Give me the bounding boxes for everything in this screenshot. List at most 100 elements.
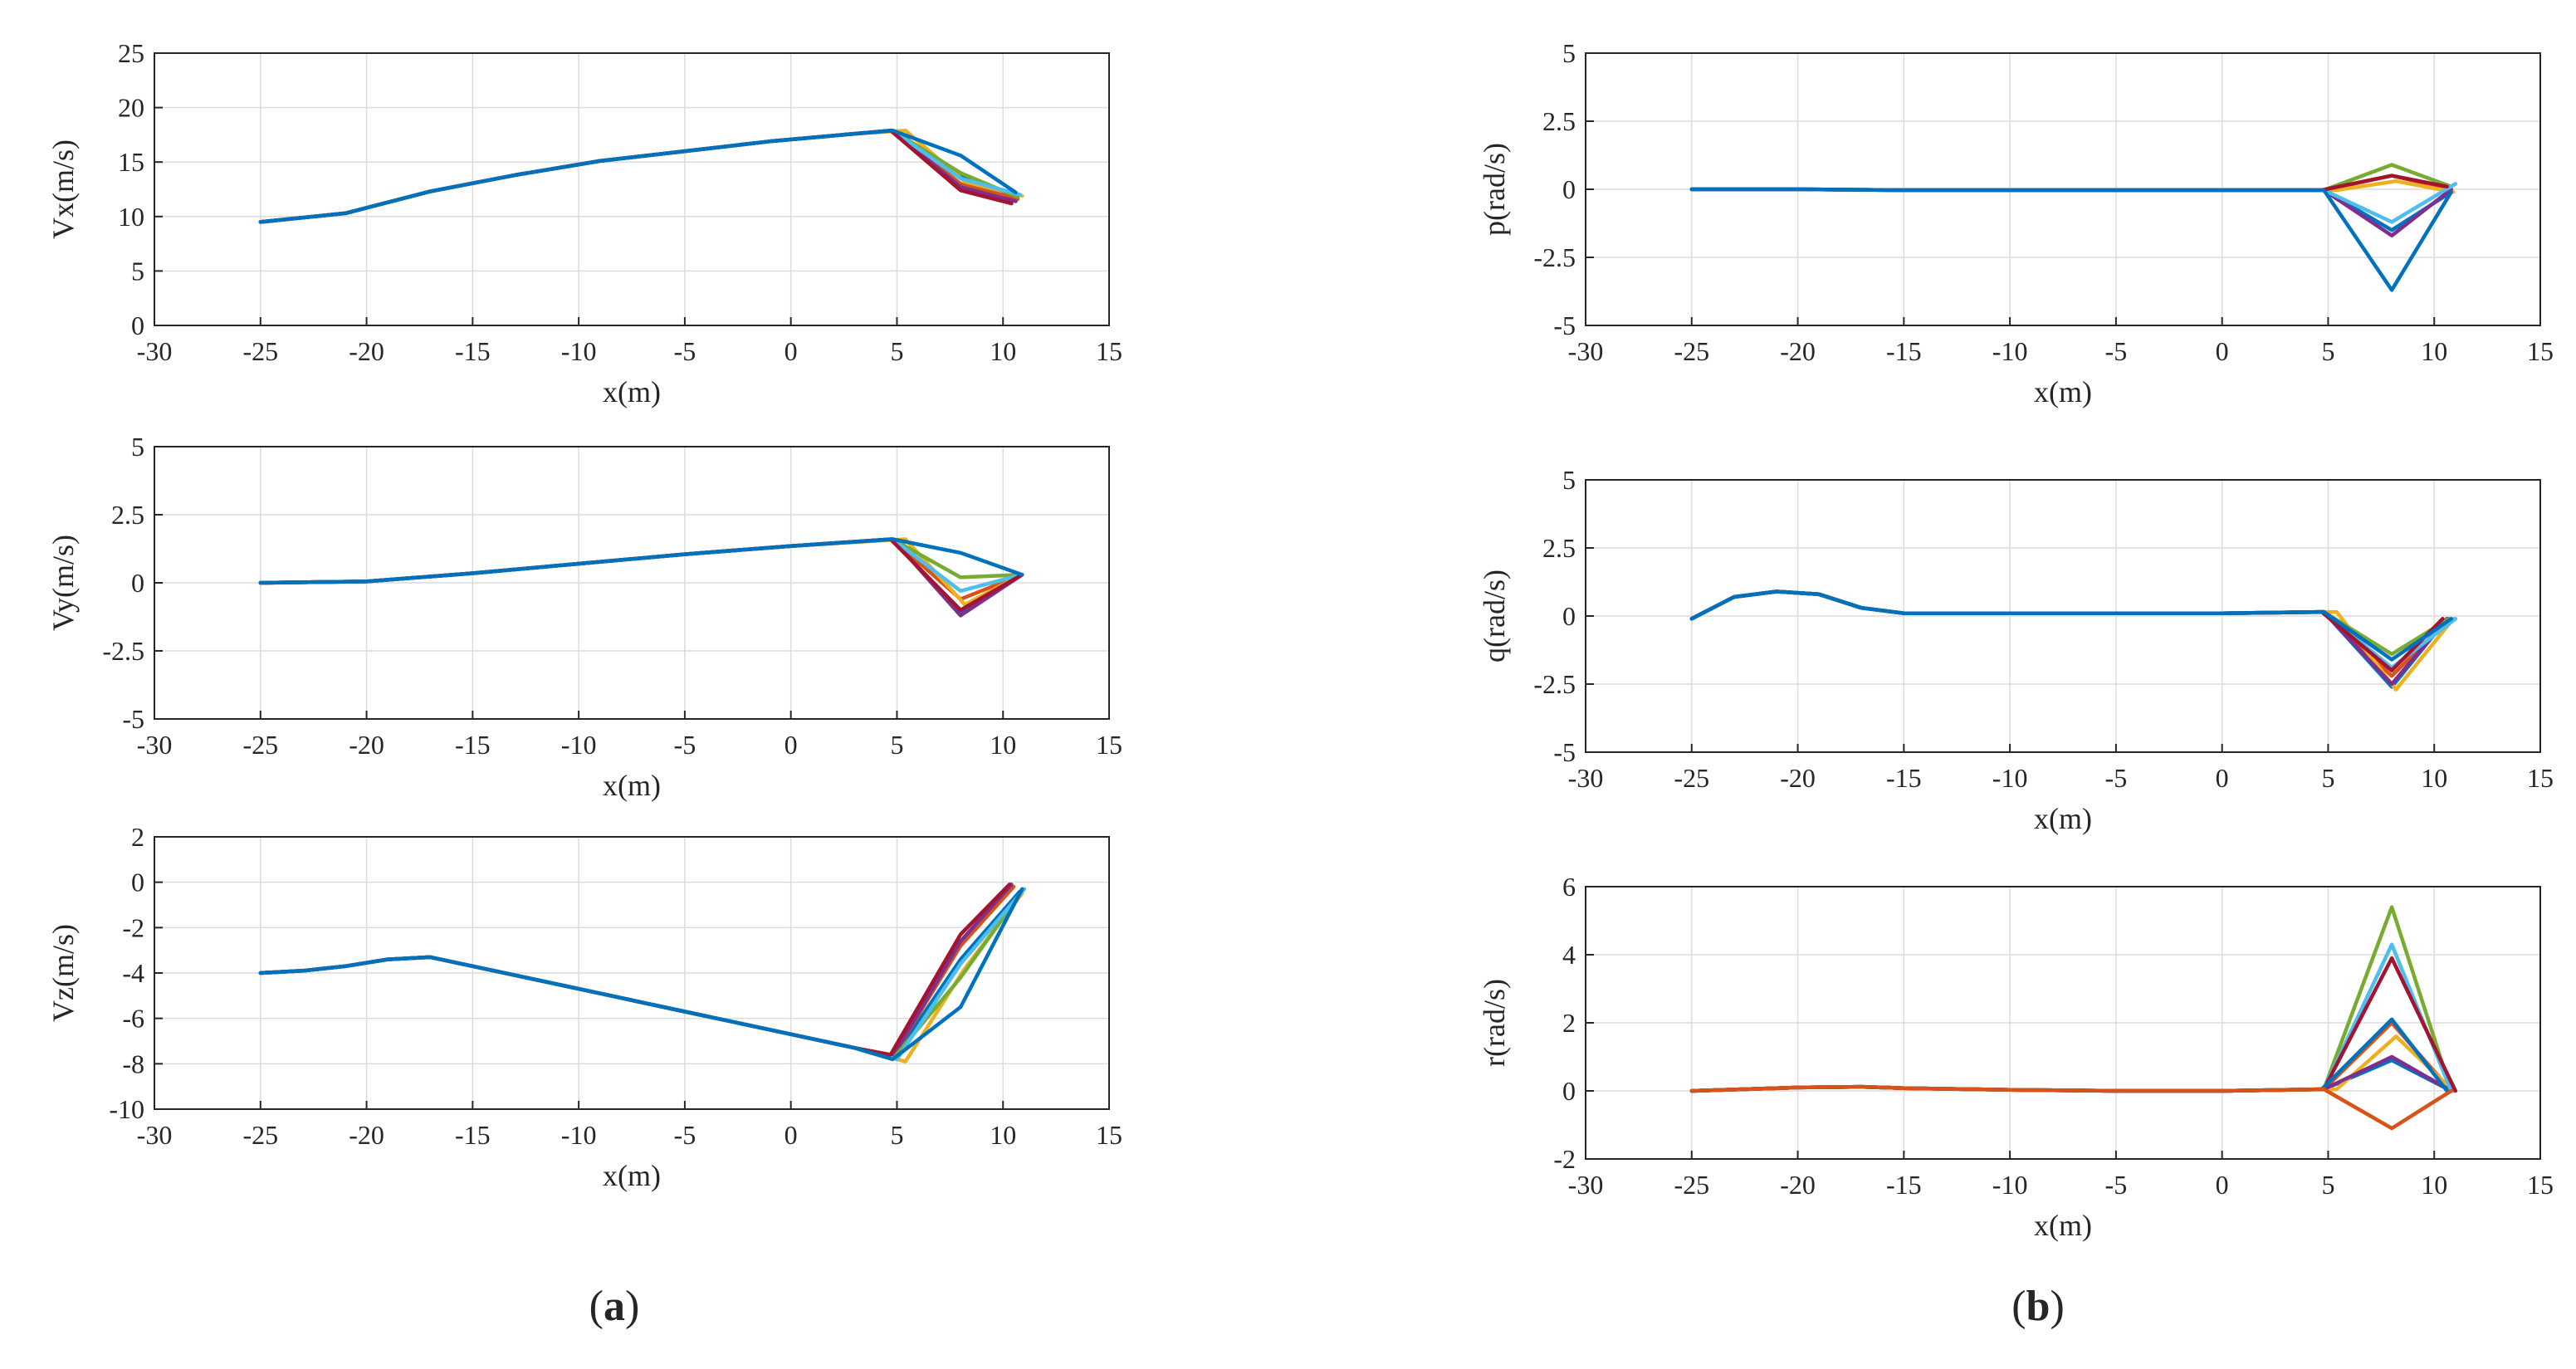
x-tick-label: -25 [1674, 1170, 1709, 1200]
x-tick-label: 0 [785, 336, 798, 366]
x-tick-label: -10 [561, 1120, 597, 1150]
x-tick-label: 10 [2421, 763, 2447, 793]
x-tick-label: -5 [674, 1120, 697, 1150]
x-tick-label: -30 [137, 336, 173, 366]
y-tick-label: 4 [1562, 940, 1576, 970]
y-tick-label: 2 [131, 822, 144, 852]
y-tick-label: 10 [118, 202, 144, 232]
x-tick-label: -20 [349, 1120, 384, 1150]
x-tick-label: -30 [1568, 336, 1604, 366]
x-tick-label: -20 [1780, 763, 1816, 793]
x-tick-label: 5 [890, 336, 903, 366]
x-tick-label: 0 [2216, 763, 2229, 793]
x-tick-label: 15 [2527, 763, 2554, 793]
x-tick-label: 5 [890, 1120, 903, 1150]
x-tick-label: 0 [785, 730, 798, 760]
y-axis-label: Vz(m/s) [46, 924, 80, 1022]
y-tick-label: -10 [109, 1094, 144, 1124]
y-axis-label: Vx(m/s) [46, 139, 80, 239]
x-axis-label: x(m) [603, 1159, 661, 1192]
x-tick-label: 10 [990, 336, 1016, 366]
x-tick-label: -15 [1886, 1170, 1922, 1200]
y-tick-label: 5 [1562, 465, 1576, 495]
y-tick-label: -8 [122, 1049, 144, 1078]
chart-5: -30 -25 -20 -15 -10 -5 0 5 10 15 -5 -2.5 0 2.5 5 x(m) q(… [1478, 465, 2554, 835]
x-tick-label: 15 [1096, 1120, 1122, 1150]
x-tick-label: -15 [455, 336, 491, 366]
y-tick-label: 15 [118, 147, 144, 177]
x-tick-label: -30 [1568, 1170, 1604, 1200]
x-tick-label: -10 [561, 336, 597, 366]
series-line-8 [258, 128, 1018, 224]
y-tick-label: 0 [131, 310, 144, 340]
x-tick-label: 10 [2421, 336, 2447, 366]
x-tick-label: 10 [990, 730, 1016, 760]
series-line-8 [1689, 187, 2453, 292]
x-axis-label: x(m) [2034, 1209, 2092, 1242]
x-tick-label: -25 [242, 1120, 278, 1150]
x-axis-label: x(m) [2034, 802, 2092, 835]
x-tick-label: 0 [2216, 336, 2229, 366]
x-tick-label: -15 [455, 1120, 491, 1150]
charts-layer: -30 -25 -20 -15 -10 -5 0 5 10 150510152025x(m)Vx(… [46, 38, 2554, 1242]
series-line-8 [1689, 589, 2453, 662]
x-axis-label: x(m) [603, 375, 661, 408]
y-tick-label: -2.5 [102, 636, 144, 666]
y-tick-label: 5 [1562, 38, 1576, 68]
x-tick-label: -30 [137, 730, 173, 760]
x-tick-label: 10 [990, 1120, 1016, 1150]
panel-label-a: (a) [589, 1283, 640, 1330]
series-line-9 [1689, 1084, 2453, 1131]
x-tick-label: -5 [674, 730, 697, 760]
x-tick-label: -25 [1674, 336, 1709, 366]
x-tick-label: 5 [2321, 1170, 2334, 1200]
y-tick-label: -2 [1553, 1144, 1576, 1174]
x-tick-label: -25 [242, 730, 278, 760]
axes-frame [154, 52, 1110, 326]
x-tick-label: 15 [2527, 336, 2554, 366]
y-tick-label: 2 [1562, 1008, 1576, 1038]
x-tick-label: -20 [1780, 336, 1816, 366]
y-axis-label: r(rad/s) [1478, 979, 1511, 1067]
x-tick-label: -25 [242, 336, 278, 366]
y-tick-label: 2.5 [111, 500, 144, 530]
x-tick-label: 15 [2527, 1170, 2554, 1200]
x-tick-label: 0 [785, 1120, 798, 1150]
y-tick-label: 25 [118, 38, 144, 68]
x-tick-label: -20 [349, 730, 384, 760]
x-tick-label: -10 [1992, 763, 2028, 793]
y-tick-label: -6 [122, 1004, 144, 1034]
y-tick-label: 2.5 [1542, 533, 1576, 563]
panel-label-b: (b) [2011, 1283, 2065, 1330]
series-line-8 [258, 887, 1024, 1062]
x-tick-label: 5 [2321, 336, 2334, 366]
y-tick-label: -2 [122, 912, 144, 942]
x-tick-label: -5 [2105, 1170, 2128, 1200]
x-tick-label: 15 [1096, 336, 1122, 366]
x-tick-label: -30 [137, 1120, 173, 1150]
x-tick-label: -15 [1886, 763, 1922, 793]
y-tick-label: 2.5 [1542, 106, 1576, 136]
x-tick-label: -15 [1886, 336, 1922, 366]
x-axis-label: x(m) [603, 769, 661, 802]
x-axis-label: x(m) [2034, 375, 2092, 408]
x-tick-label: -15 [455, 730, 491, 760]
y-tick-label: 0 [131, 568, 144, 598]
y-tick-label: -2.5 [1533, 242, 1576, 272]
x-tick-label: -5 [2105, 763, 2128, 793]
chart-1: -30 -25 -20 -15 -10 -5 0 5 10 15 0 5 10 15 20 25 x(m) Vx(… [46, 38, 1122, 408]
x-tick-label: -10 [561, 730, 597, 760]
y-tick-label: -4 [122, 958, 144, 988]
y-tick-label: 5 [131, 256, 144, 286]
x-tick-label: -20 [349, 336, 384, 366]
x-tick-label: -20 [1780, 1170, 1816, 1200]
y-tick-label: -5 [122, 704, 144, 734]
y-tick-label: -2.5 [1533, 669, 1576, 699]
chart-4: -30 -25 -20 -15 -10 -5 0 5 10 15 -5 -2.5 0 2.5 5 x(m) p(… [1478, 38, 2554, 408]
y-tick-label: 20 [118, 93, 144, 123]
y-tick-label: 5 [131, 432, 144, 462]
chart-2: -30 -25 -20 -15 -10 -5 0 5 10 15 -5 -2.5 0 2.5 5 x(m) Vy… [46, 432, 1122, 802]
y-tick-label: 0 [1562, 174, 1576, 204]
y-tick-label: 0 [1562, 601, 1576, 631]
